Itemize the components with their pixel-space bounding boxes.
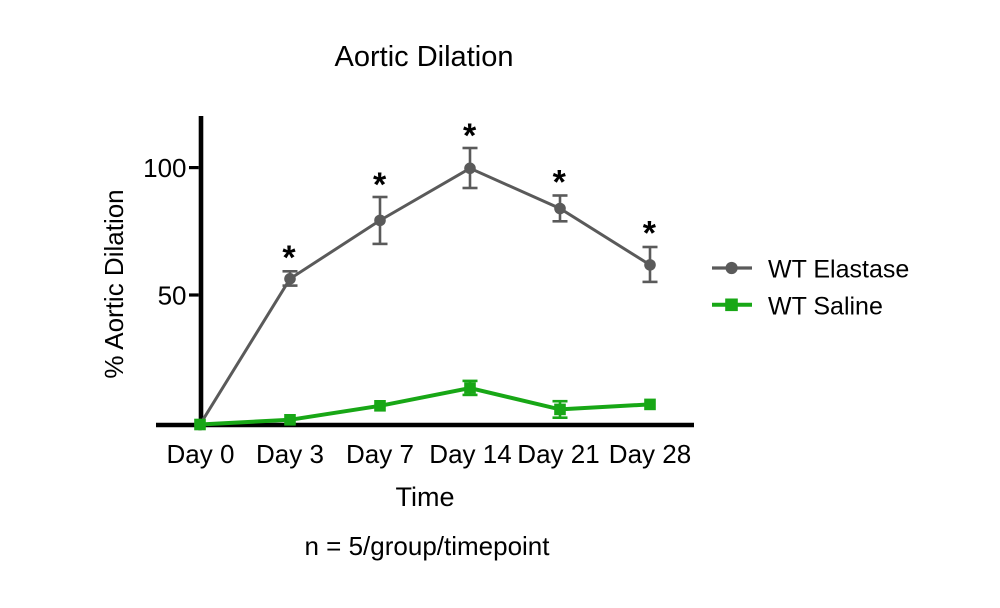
- svg-text:Aortic Dilation: Aortic Dilation: [335, 41, 514, 73]
- svg-text:% Aortic Dilation: % Aortic Dilation: [99, 189, 129, 378]
- svg-text:*: *: [373, 166, 387, 204]
- svg-text:*: *: [643, 215, 657, 253]
- svg-text:Day 28: Day 28: [609, 439, 691, 469]
- svg-text:100: 100: [143, 153, 186, 183]
- svg-text:Day 14: Day 14: [429, 439, 511, 469]
- svg-text:Time: Time: [396, 482, 455, 512]
- svg-text:WT Saline: WT Saline: [768, 293, 883, 321]
- svg-text:*: *: [282, 239, 296, 277]
- svg-text:n = 5/group/timepoint: n = 5/group/timepoint: [305, 531, 551, 561]
- svg-text:Day 0: Day 0: [167, 439, 235, 469]
- svg-text:50: 50: [158, 281, 187, 311]
- svg-text:*: *: [553, 164, 567, 202]
- svg-text:Day 21: Day 21: [517, 439, 599, 469]
- svg-text:Day 7: Day 7: [346, 439, 414, 469]
- svg-text:Day 3: Day 3: [256, 439, 324, 469]
- svg-text:WT Elastase: WT Elastase: [768, 256, 909, 284]
- svg-text:*: *: [463, 117, 477, 155]
